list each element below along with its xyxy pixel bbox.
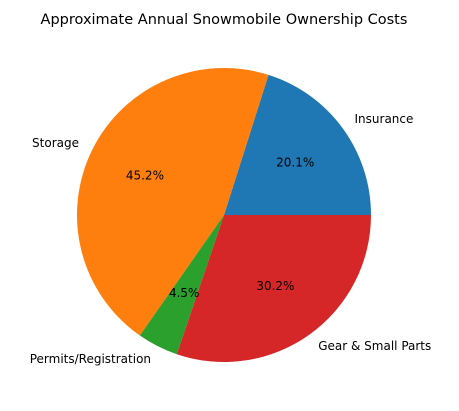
- pie-slice-gear-small-parts: [176, 215, 371, 363]
- slice-label-gear-small-parts: Gear & Small Parts: [318, 339, 431, 353]
- slice-percent-storage: 45.2%: [126, 168, 164, 182]
- slice-label-storage: Storage: [32, 136, 79, 150]
- pie-slice-permits-registration: [139, 215, 224, 355]
- chart-title: Approximate Annual Snowmobile Ownership …: [41, 12, 408, 28]
- pie-slice-storage: [77, 68, 269, 336]
- pie-slice-insurance: [224, 74, 371, 215]
- slice-percent-gear-small-parts: 30.2%: [256, 279, 294, 293]
- slice-percent-permits-registration: 4.5%: [169, 286, 200, 300]
- slice-label-insurance: Insurance: [355, 112, 414, 126]
- slice-percent-insurance: 20.1%: [276, 155, 314, 169]
- pie-slices: [77, 68, 371, 363]
- slice-label-permits-registration: Permits/Registration: [30, 352, 151, 366]
- pie-labels: Insurance 20.1% Storage 45.2% Permits/Regist…: [30, 112, 432, 366]
